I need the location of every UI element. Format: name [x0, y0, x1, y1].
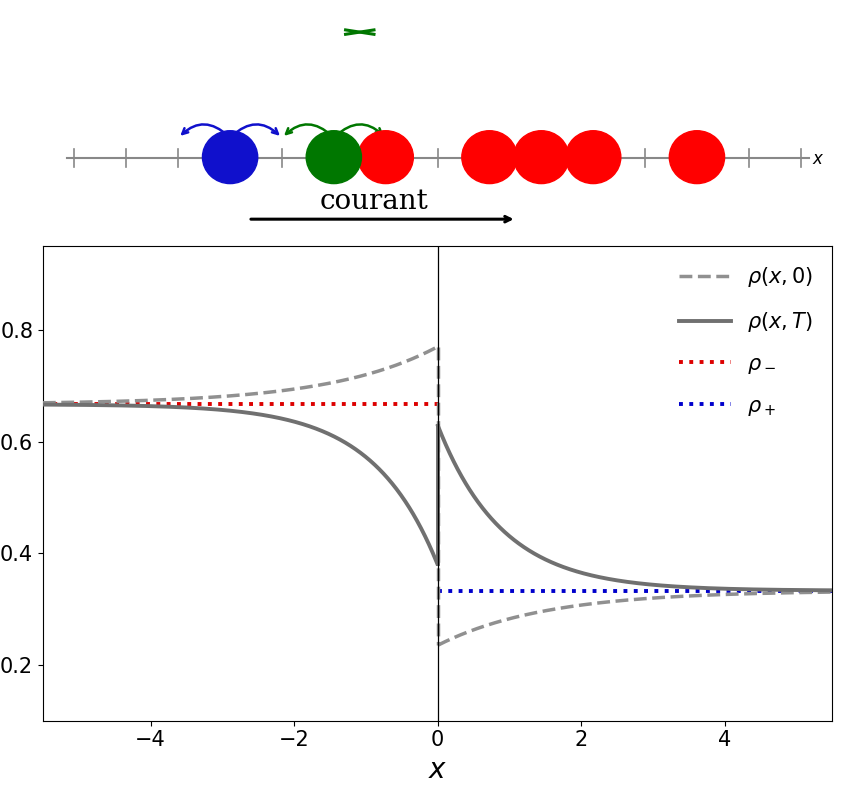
Ellipse shape — [514, 131, 569, 184]
Ellipse shape — [669, 131, 724, 184]
Ellipse shape — [306, 131, 361, 184]
Legend: $\rho(x,0)$, $\rho(x,T)$, $\rho_-$, $\rho_+$: $\rho(x,0)$, $\rho(x,T)$, $\rho_-$, $\rh… — [670, 257, 822, 426]
Text: x: x — [813, 150, 823, 168]
Ellipse shape — [202, 131, 257, 184]
Ellipse shape — [462, 131, 517, 184]
Ellipse shape — [565, 131, 621, 184]
X-axis label: $x$: $x$ — [428, 756, 447, 784]
Ellipse shape — [358, 131, 414, 184]
Text: courant: courant — [320, 188, 429, 215]
